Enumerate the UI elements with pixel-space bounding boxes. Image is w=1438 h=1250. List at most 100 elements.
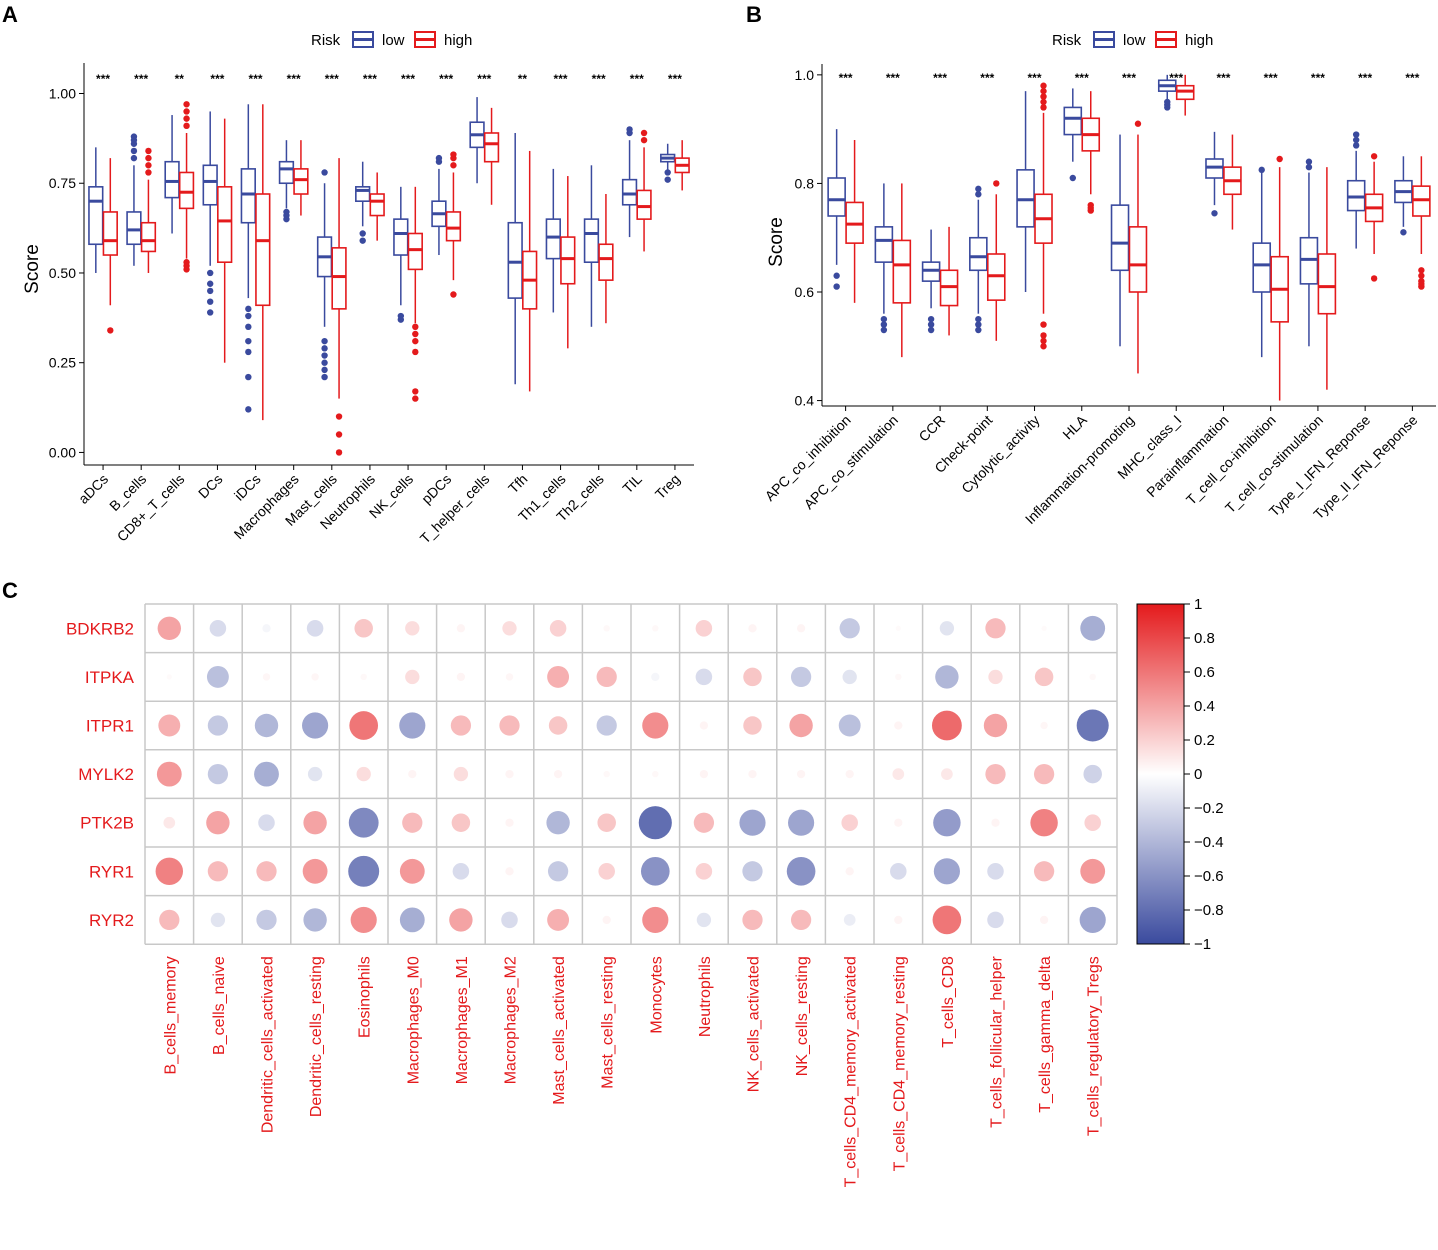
iqr-box — [621, 178, 638, 206]
box-low-b-cells — [126, 133, 142, 266]
outlier-point — [1305, 163, 1313, 171]
colorbar-tick-label: −0.6 — [1194, 868, 1224, 885]
corr-dot-mylk2-b-cells-memory — [156, 761, 182, 787]
box-high-ccr — [939, 226, 959, 336]
corr-dot-bdkrb2-dendritic-cells-resting — [306, 620, 324, 637]
y-tick-label: 0.4 — [795, 393, 815, 409]
iqr-box — [1252, 242, 1272, 293]
outlier-point — [1258, 166, 1265, 174]
corr-dot-bdkrb2-nk-cells-activated — [748, 624, 757, 633]
outlier-point — [1370, 275, 1378, 282]
corr-dot-mylk2-neutrophils — [699, 769, 709, 779]
iqr-box — [1063, 106, 1083, 136]
col-label-t-cells-cd4-memory-activated: T_cells_CD4_memory_activated — [843, 956, 860, 1187]
corr-dot-itpka-neutrophils — [695, 668, 713, 686]
outlier-point — [335, 413, 343, 420]
iqr-box — [393, 218, 409, 256]
significance-label: *** — [401, 72, 415, 86]
box-low-t-cell-co-inhibition — [1252, 166, 1272, 358]
box-high-inflammation-promoting — [1128, 120, 1148, 374]
outlier-point — [450, 151, 457, 158]
box-low-parainflammation — [1205, 131, 1224, 217]
corr-dot-bdkrb2-t-cells-gamma-delta — [1041, 625, 1047, 631]
box-low-mast-cells — [316, 169, 333, 381]
y-tick-label: 0.00 — [49, 444, 76, 460]
outlier-point — [1040, 82, 1047, 89]
corr-dot-mylk2-mast-cells-activated — [553, 769, 563, 779]
corr-dot-bdkrb2-neutrophils — [695, 620, 713, 637]
box-low-cd8-t-cells — [164, 115, 180, 234]
corr-dot-itpka-monocytes — [651, 672, 660, 682]
corr-dot-itpr1-nk-cells-resting — [789, 713, 813, 738]
significance-label: *** — [980, 71, 994, 85]
outlier-point — [1164, 98, 1171, 106]
outlier-point — [412, 337, 419, 345]
outlier-point — [335, 449, 343, 456]
corr-dot-ryr1-b-cells-memory — [155, 857, 184, 886]
colorbar-tick-label: −1 — [1194, 936, 1211, 953]
y-tick-label: 1.0 — [795, 67, 815, 83]
outlier-point — [206, 269, 214, 277]
colorbar-tick-label: 0.4 — [1194, 698, 1215, 715]
corr-dot-bdkrb2-t-cells-cd4-memory-resting — [895, 625, 901, 631]
col-label-mast-cells-activated: Mast_cells_activated — [551, 956, 568, 1105]
corr-dot-mylk2-t-cells-cd8 — [941, 768, 953, 780]
outlier-point — [1040, 343, 1047, 350]
outlier-point — [245, 312, 252, 320]
box-high-idcs — [255, 104, 271, 421]
x-tick-label-ccr: CCR — [915, 412, 948, 445]
corr-dot-itpr1-mast-cells-resting — [596, 715, 617, 736]
outlier-point — [359, 237, 366, 244]
corr-dot-mylk2-eosinophils — [356, 766, 371, 782]
significance-label: *** — [1311, 71, 1325, 85]
outlier-point — [321, 169, 328, 176]
x-tick-label-apc-co-stimulation: APC_co_stimulation — [801, 412, 901, 512]
panel-b-label: B — [746, 2, 762, 27]
x-tick-label-dcs: DCs — [195, 471, 226, 502]
iqr-box — [507, 221, 523, 299]
colorbar-tick-label: −0.8 — [1194, 902, 1224, 919]
corr-dot-itpka-t-cells-regulatory-tregs — [1089, 673, 1096, 681]
row-label-ryr2: RYR2 — [89, 911, 134, 930]
corr-dot-ryr2-monocytes — [642, 906, 669, 933]
y-tick-label: 0.75 — [49, 175, 76, 191]
outlier-point — [1418, 272, 1425, 279]
corr-dot-ptk2b-t-cells-cd4-memory-resting — [894, 818, 903, 827]
corr-dot-bdkrb2-dendritic-cells-activated — [262, 624, 271, 633]
corr-dot-ptk2b-t-cells-regulatory-tregs — [1084, 814, 1101, 831]
outlier-point — [245, 348, 252, 356]
corr-dot-ptk2b-mast-cells-resting — [597, 813, 616, 832]
outlier-point — [1087, 201, 1094, 209]
corr-dot-bdkrb2-nk-cells-resting — [796, 624, 806, 633]
corr-dot-ryr1-mast-cells-resting — [598, 863, 615, 880]
colorbar-tick-label: 0.6 — [1194, 664, 1215, 681]
corr-dot-bdkrb2-t-cells-cd8 — [939, 621, 955, 636]
outlier-point — [183, 115, 190, 122]
outlier-point — [245, 323, 252, 331]
outlier-point — [1211, 210, 1218, 217]
iqr-box — [583, 218, 600, 264]
corr-dot-ryr1-t-cells-follicular-helper — [987, 863, 1004, 880]
y-tick-label: 0.6 — [795, 284, 815, 300]
corr-dot-ptk2b-t-cells-cd8 — [933, 808, 961, 837]
outlier-point — [183, 259, 190, 266]
x-tick-label-t-helper-cells: T_helper_cells — [417, 471, 493, 547]
corr-dot-ryr1-eosinophils — [348, 855, 380, 887]
significance-label: *** — [1216, 71, 1230, 85]
corr-dot-ptk2b-neutrophils — [693, 812, 715, 833]
corr-dot-bdkrb2-t-cells-regulatory-tregs — [1080, 615, 1106, 641]
corr-dot-itpka-t-cells-cd4-memory-resting — [895, 673, 902, 681]
iqr-box — [969, 236, 988, 272]
outlier-point — [359, 230, 366, 237]
corr-dot-bdkrb2-macrophages-m0 — [405, 621, 420, 636]
corr-dot-itpka-dendritic-cells-resting — [311, 673, 319, 681]
outlier-point — [321, 352, 328, 359]
box-high-pdcs — [445, 151, 462, 298]
row-label-mylk2: MYLK2 — [78, 765, 134, 784]
outlier-point — [435, 154, 443, 162]
legend-a-title: Risk — [311, 32, 341, 49]
significance-label: *** — [325, 72, 339, 86]
outlier-point — [130, 133, 138, 140]
box-high-tfh — [522, 150, 538, 392]
outlier-point — [412, 348, 419, 356]
